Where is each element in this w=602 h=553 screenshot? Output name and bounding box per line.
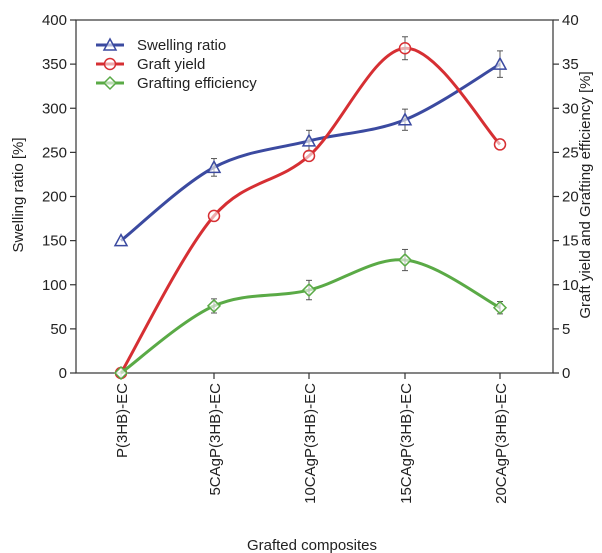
left-tick-label: 400 (42, 12, 67, 29)
data-point (398, 41, 412, 55)
x-tick-label: 10CAgP(3HB)-EC (302, 383, 319, 504)
right-tick-label: 25 (562, 144, 579, 161)
legend-label: Grafting efficiency (137, 75, 257, 92)
right-tick-label: 35 (562, 56, 579, 73)
left-tick-label: 300 (42, 100, 67, 117)
right-tick-label: 40 (562, 12, 579, 29)
right-tick-label: 0 (562, 365, 570, 382)
left-tick-label: 250 (42, 144, 67, 161)
y-axis-title-right: Graft yield and Grafting efficiency [%] (577, 71, 594, 318)
left-tick-label: 350 (42, 56, 67, 73)
x-tick-label: 20CAgP(3HB)-EC (493, 383, 510, 504)
data-point (113, 233, 129, 247)
x-axis: P(3HB)-EC 5CAgP(3HB)-EC 10CAgP(3HB)-EC 15CA… (114, 373, 510, 504)
left-tick-label: 100 (42, 277, 67, 294)
legend-marker (102, 75, 118, 91)
data-point (207, 209, 221, 223)
left-tick-label: 150 (42, 233, 67, 250)
x-tick-label: 5CAgP(3HB)-EC (207, 383, 224, 496)
series-grafting-efficiency (113, 248, 508, 381)
left-tick-label: 50 (50, 321, 67, 338)
x-tick-label: P(3HB)-EC (114, 383, 131, 458)
series-graft-yield (114, 36, 507, 380)
legend: Swelling ratio Graft yield Grafting effici… (96, 37, 257, 92)
x-tick-label: 15CAgP(3HB)-EC (398, 383, 415, 504)
data-point (492, 56, 508, 70)
legend-label: Swelling ratio (137, 37, 226, 54)
data-point (493, 138, 507, 151)
series-line (119, 46, 502, 374)
legend-marker (102, 37, 118, 51)
data-point (492, 300, 508, 315)
left-tick-label: 0 (59, 365, 67, 382)
right-tick-label: 10 (562, 277, 579, 294)
right-tick-label: 15 (562, 233, 579, 250)
data-point (206, 298, 222, 313)
series-line (120, 258, 501, 375)
series-layer (113, 36, 508, 381)
data-point (397, 252, 413, 268)
data-point (397, 112, 413, 126)
x-axis-title: Grafted composites (247, 537, 377, 553)
data-point (302, 149, 316, 163)
data-point (113, 365, 129, 381)
left-tick-label: 200 (42, 189, 67, 206)
series-swelling-ratio (113, 50, 508, 247)
right-tick-label: 30 (562, 100, 579, 117)
right-tick-label: 20 (562, 189, 579, 206)
data-point (206, 159, 222, 174)
legend-marker (103, 57, 117, 71)
data-point (301, 282, 317, 298)
y-axis-title-left: Swelling ratio [%] (10, 137, 27, 252)
left-y-axis: 0 50 100 150 200 250 300 350 400 (42, 12, 76, 382)
legend-label: Graft yield (137, 56, 205, 73)
right-tick-label: 5 (562, 321, 570, 338)
right-y-axis: 0 5 10 15 20 25 30 35 40 (553, 12, 579, 382)
data-point (301, 133, 317, 147)
